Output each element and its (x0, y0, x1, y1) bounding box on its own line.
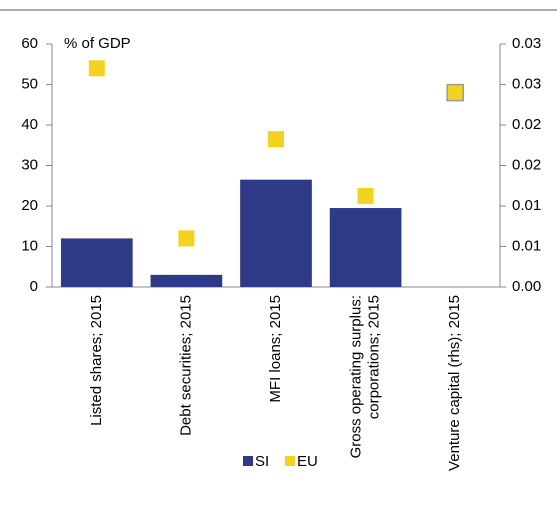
marker (88, 60, 105, 77)
y2-tick-label: 0.00 (512, 278, 541, 295)
bar (329, 208, 402, 287)
y-tick-label: 40 (21, 116, 38, 133)
legend-swatch (285, 456, 295, 466)
y2-tick-label: 0.02 (512, 156, 541, 173)
y2-tick-label: 0.02 (512, 116, 541, 133)
x-tick-label: Listed shares; 2015 (88, 295, 105, 426)
y-tick-label: 50 (21, 75, 38, 92)
y2-tick-label: 0.03 (512, 75, 541, 92)
legend-label: SI (255, 453, 269, 470)
marker (446, 83, 464, 102)
y-tick-label: 60 (21, 35, 38, 52)
y-axis-label: % of GDP (64, 35, 131, 52)
legend-swatch (243, 456, 253, 466)
bar (240, 179, 312, 287)
x-tick-label: Venture capital (rhs); 2015 (446, 295, 463, 471)
marker (268, 131, 284, 148)
y-tick-label: 10 (21, 237, 38, 254)
x-tick-label: Debt securities; 2015 (177, 295, 194, 436)
y2-tick-label: 0.03 (512, 35, 541, 52)
y2-tick-label: 0.01 (512, 197, 541, 214)
legend-label: EU (297, 453, 318, 470)
marker (357, 187, 374, 204)
x-tick-label: MFI loans; 2015 (267, 295, 284, 403)
x-tick-label: Gross operating surplus:corporations; 20… (348, 295, 383, 458)
y-tick-label: 0 (30, 278, 38, 295)
bar (60, 238, 133, 287)
marker (178, 230, 195, 247)
y2-tick-label: 0.01 (512, 237, 541, 254)
y-tick-label: 20 (21, 197, 38, 214)
y-tick-label: 30 (21, 156, 38, 173)
bar (150, 274, 223, 287)
